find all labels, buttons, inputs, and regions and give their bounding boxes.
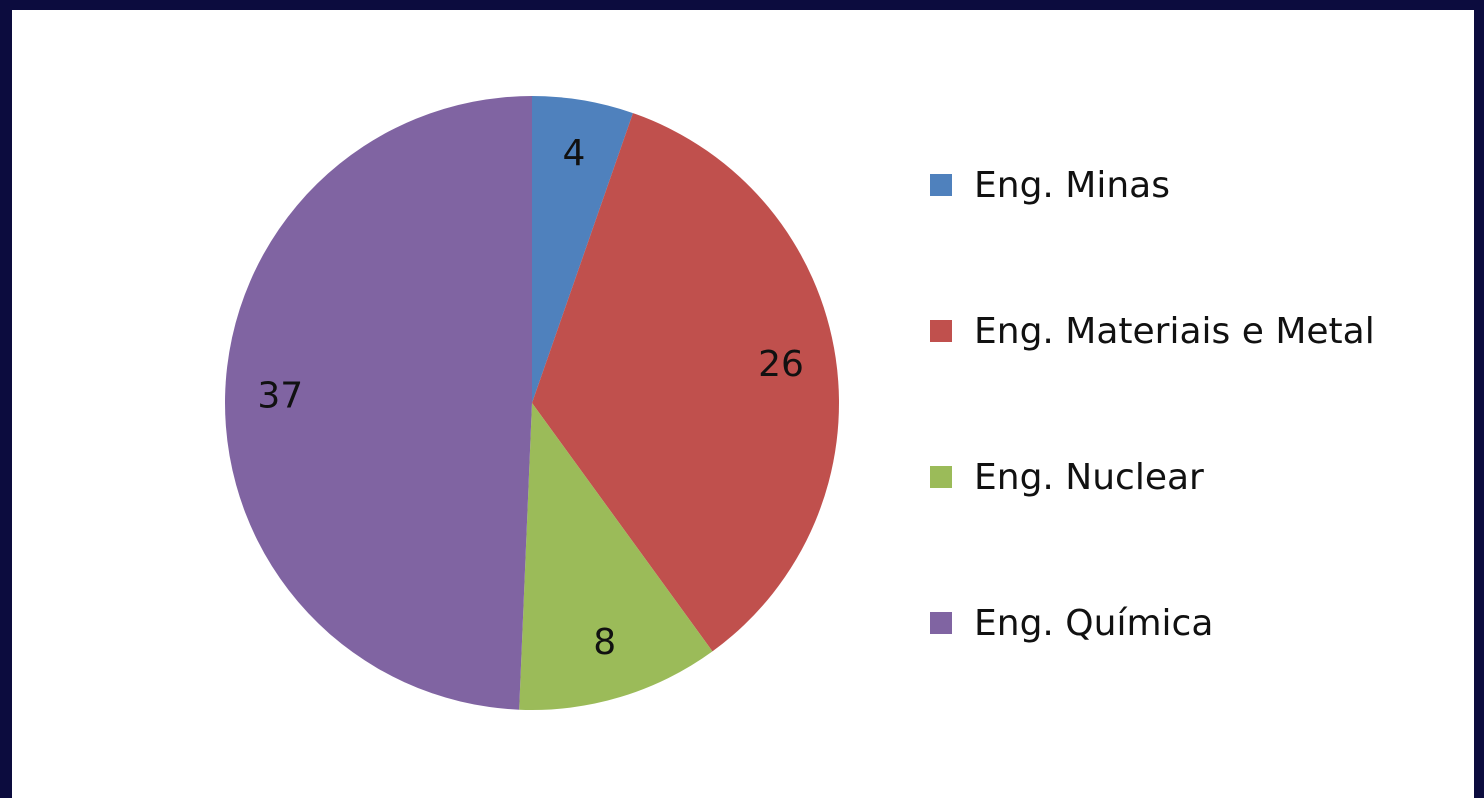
pie-slice <box>532 96 633 403</box>
pie-slice <box>225 96 533 710</box>
data-label: 8 <box>593 622 616 663</box>
pie-slice <box>532 113 839 652</box>
legend-swatch <box>930 466 952 488</box>
data-label: 26 <box>758 344 804 385</box>
legend-swatch <box>930 612 952 634</box>
legend-swatch <box>930 174 952 196</box>
legend-label: Eng. Nuclear <box>974 457 1204 498</box>
legend-label: Eng. Minas <box>974 165 1170 206</box>
legend-label: Eng. Química <box>974 603 1213 644</box>
data-label: 37 <box>257 376 303 417</box>
pie-slice <box>519 403 713 710</box>
data-label: 4 <box>563 133 586 174</box>
legend-swatch <box>930 320 952 342</box>
legend-label: Eng. Materiais e Metal <box>974 311 1375 352</box>
